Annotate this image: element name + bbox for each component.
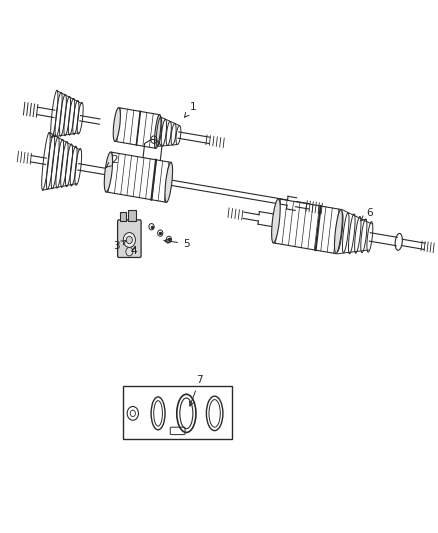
Text: 4: 4: [131, 246, 138, 256]
Text: 5: 5: [164, 239, 190, 249]
Bar: [120, 212, 126, 221]
Ellipse shape: [335, 209, 343, 254]
Text: 1: 1: [184, 102, 196, 117]
Text: 2: 2: [106, 156, 118, 167]
Ellipse shape: [113, 108, 120, 141]
Text: 7: 7: [189, 375, 203, 406]
Circle shape: [126, 236, 132, 244]
Text: 6: 6: [361, 208, 372, 221]
Ellipse shape: [272, 199, 280, 243]
Bar: [128, 210, 136, 221]
Text: 3: 3: [113, 240, 126, 252]
FancyBboxPatch shape: [117, 220, 141, 257]
Circle shape: [123, 232, 135, 247]
Bar: [123, 386, 232, 439]
Ellipse shape: [155, 115, 161, 148]
Circle shape: [126, 247, 133, 256]
Ellipse shape: [165, 163, 173, 203]
Ellipse shape: [104, 152, 113, 192]
